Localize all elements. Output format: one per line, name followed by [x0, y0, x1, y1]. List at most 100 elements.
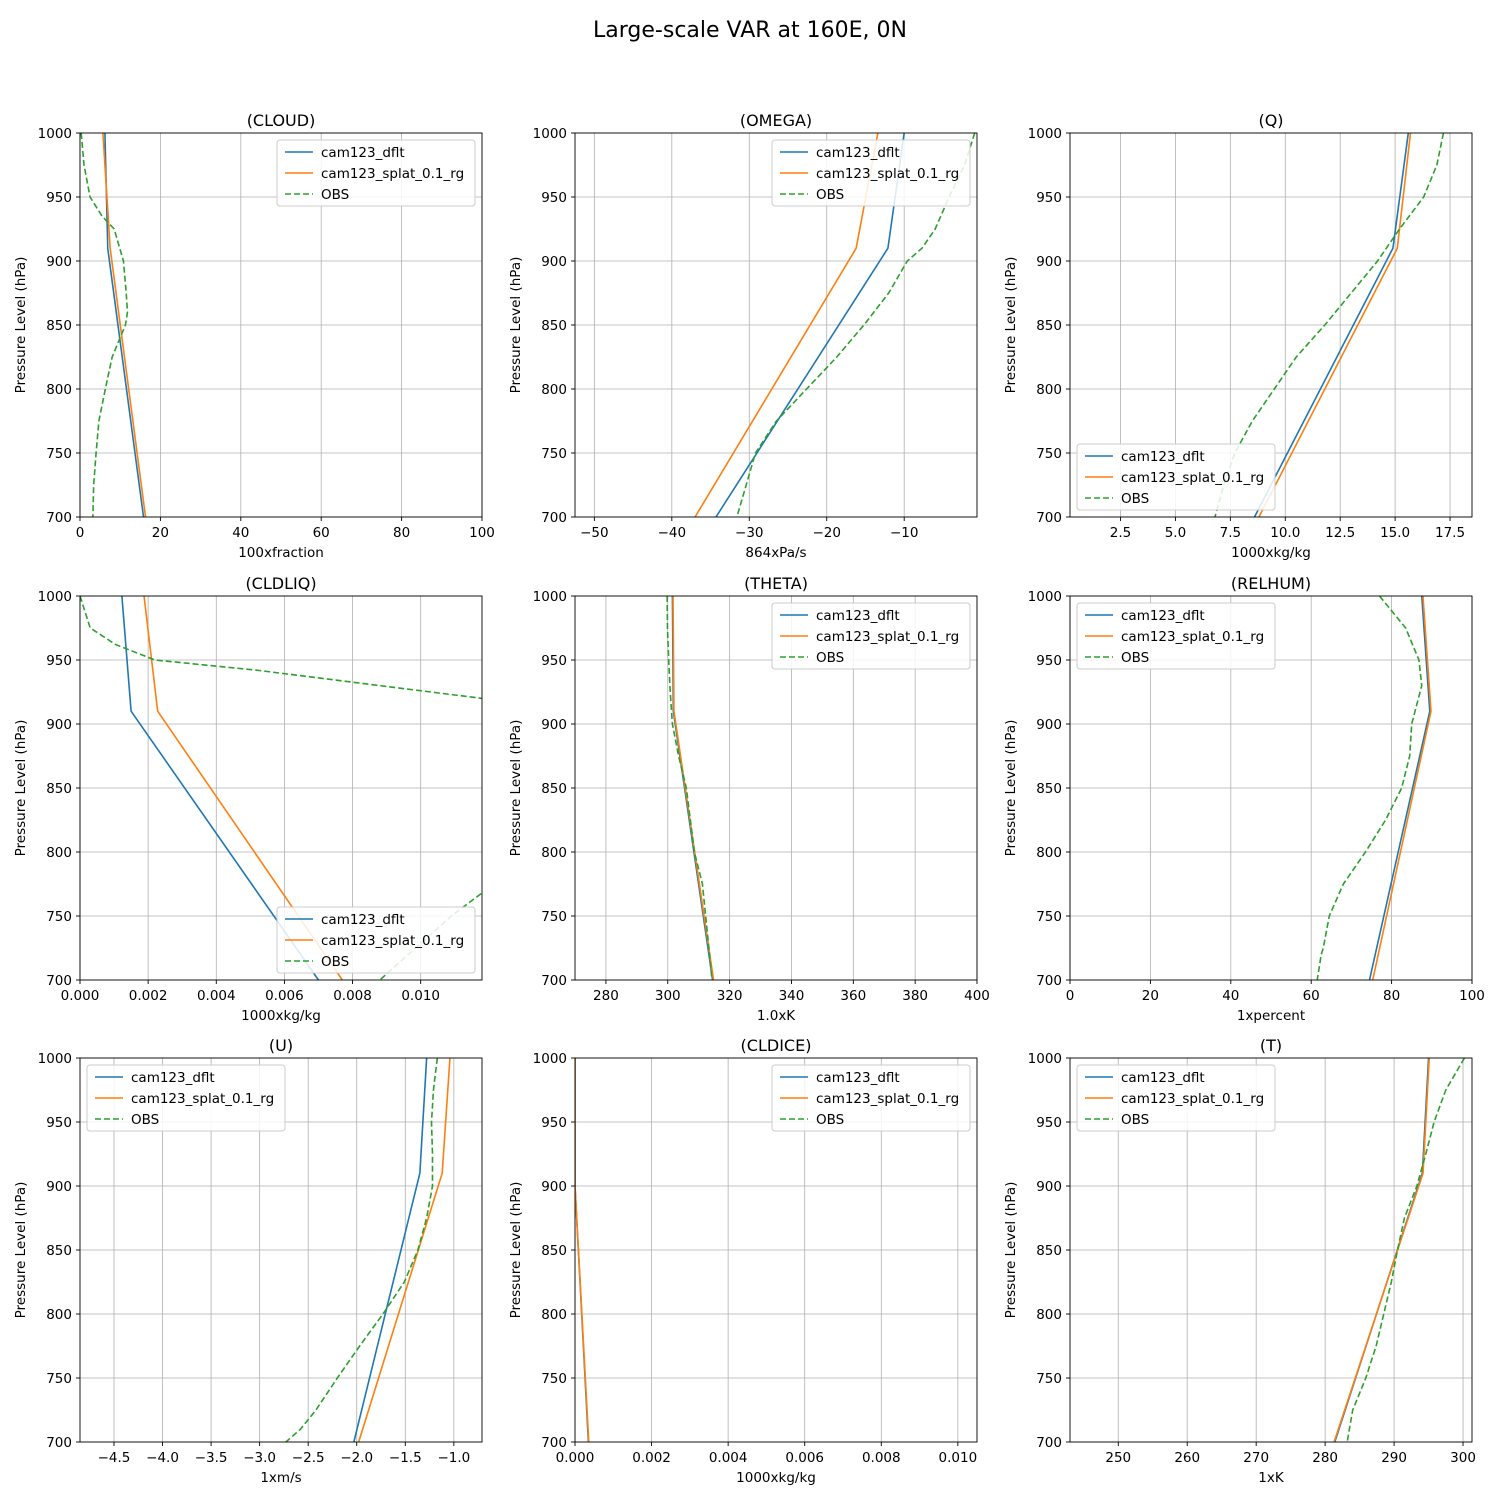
y-axis-label: Pressure Level (hPa): [1003, 720, 1019, 857]
y-tick-label: 750: [46, 1371, 72, 1387]
x-tick-label: 2.5: [1110, 525, 1131, 541]
panel-7: 0.000 0.002 0.004 0.006 0.008 0.010 700 750 800 8…: [508, 1036, 978, 1486]
series-group: [1214, 133, 1445, 517]
x-tick-label: 7.5: [1220, 525, 1241, 541]
y-tick-label: 950: [46, 190, 72, 206]
panel-title: (T): [1260, 1036, 1282, 1055]
series-line-2: [1316, 596, 1423, 980]
y-tick-label: 700: [541, 1435, 567, 1451]
x-tick-label: 380: [902, 988, 928, 1004]
x-tick-label: 0.004: [709, 1450, 748, 1466]
y-tick-label: 700: [541, 510, 567, 526]
series-group: [80, 596, 482, 980]
x-tick-label: −4.0: [146, 1450, 179, 1466]
panel-title: (RELHUM): [1231, 574, 1311, 593]
legend-label: OBS: [1121, 650, 1149, 666]
y-tick-label: 700: [1036, 510, 1062, 526]
legend-label: cam123_splat_0.1_rg: [1121, 1091, 1264, 1107]
panel-2: 2.5 5.0 7.5 10.0 12.5 15.0 17.5 700 750 800 850 900…: [1003, 111, 1473, 561]
series-line-2: [285, 1058, 439, 1442]
y-tick-label: 900: [541, 1179, 567, 1195]
y-tick-label: 950: [541, 190, 567, 206]
legend-label: cam123_splat_0.1_rg: [816, 1091, 959, 1107]
legend: cam123_dflt cam123_splat_0.1_rg OBS: [1076, 602, 1276, 670]
x-axis-label: 1xK: [1258, 1470, 1285, 1486]
x-axis-label: 1xm/s: [260, 1470, 301, 1486]
series-group: [666, 596, 715, 980]
y-axis-label: Pressure Level (hPa): [508, 1182, 524, 1319]
x-tick-label: −40: [658, 525, 687, 541]
series-line-1: [357, 1058, 451, 1442]
legend-label: cam123_splat_0.1_rg: [816, 629, 959, 645]
legend-box: [276, 139, 476, 207]
x-axis-label: 1xpercent: [1237, 1008, 1305, 1024]
x-tick-label: 340: [779, 988, 805, 1004]
x-axis-label: 1000xkg/kg: [241, 1008, 321, 1024]
series-line-1: [1258, 133, 1412, 517]
series-line-1: [1371, 596, 1432, 980]
x-tick-label: 0.006: [265, 988, 304, 1004]
y-tick-label: 900: [541, 717, 567, 733]
x-tick-label: 0.004: [197, 988, 236, 1004]
y-tick-label: 850: [541, 781, 567, 797]
legend-label: OBS: [816, 650, 844, 666]
y-axis-label: Pressure Level (hPa): [508, 720, 524, 857]
y-tick-label: 950: [1036, 1115, 1062, 1131]
x-tick-label: 12.5: [1325, 525, 1355, 541]
y-axis-label: Pressure Level (hPa): [13, 257, 29, 394]
panel-title: (U): [269, 1036, 293, 1055]
legend: cam123_dflt cam123_splat_0.1_rg OBS: [771, 139, 971, 207]
legend-label: cam123_splat_0.1_rg: [1121, 629, 1264, 645]
x-tick-label: 40: [232, 525, 249, 541]
y-axis-label: Pressure Level (hPa): [1003, 1182, 1019, 1319]
x-tick-label: 20: [152, 525, 169, 541]
y-tick-label: 900: [46, 1179, 72, 1195]
legend: cam123_dflt cam123_splat_0.1_rg OBS: [1076, 1064, 1276, 1132]
series-line-2: [80, 133, 129, 517]
x-tick-label: 40: [1222, 988, 1239, 1004]
series-line-0: [121, 596, 320, 980]
x-tick-label: 15.0: [1380, 525, 1410, 541]
x-tick-label: −50: [580, 525, 609, 541]
y-tick-label: 750: [541, 909, 567, 925]
series-line-0: [1253, 133, 1410, 517]
y-tick-label: 1000: [1028, 126, 1062, 142]
y-tick-label: 750: [46, 446, 72, 462]
x-tick-label: 300: [655, 988, 681, 1004]
y-tick-label: 950: [1036, 653, 1062, 669]
panel-5: 0 20 40 60 80 100 700 750 800 850 900 950 1000 1xperc…: [1003, 574, 1485, 1024]
x-tick-label: 80: [393, 525, 410, 541]
panel-4: 280 300 320 340 360 380 400 700 750 800 850 900 950 1…: [508, 574, 990, 1024]
legend-label: cam123_splat_0.1_rg: [1121, 470, 1264, 486]
legend-box: [276, 906, 476, 974]
panel-grid: 0 20 40 60 80 1007007508008509009501000100xfr…: [13, 111, 1485, 1486]
legend: cam123_dflt cam123_splat_0.1_rg OBS: [771, 602, 971, 670]
legend-box: [771, 139, 971, 207]
y-tick-label: 700: [46, 973, 72, 989]
series-line-1: [1333, 1058, 1431, 1442]
series-group: [285, 1058, 451, 1442]
legend-label: OBS: [1121, 1112, 1149, 1128]
y-tick-label: 1000: [533, 1051, 567, 1067]
y-tick-label: 900: [1036, 254, 1062, 270]
y-tick-label: 750: [1036, 1371, 1062, 1387]
panel-title: (CLDICE): [741, 1036, 812, 1055]
x-tick-label: 0.010: [401, 988, 440, 1004]
series-group: [575, 1058, 590, 1442]
y-tick-label: 800: [541, 382, 567, 398]
y-tick-label: 1000: [533, 589, 567, 605]
y-tick-label: 900: [1036, 1179, 1062, 1195]
x-tick-label: −3.5: [195, 1450, 228, 1466]
x-tick-label: 0.000: [556, 1450, 595, 1466]
series-line-2: [1214, 133, 1445, 517]
y-tick-label: 750: [46, 909, 72, 925]
legend-label: cam123_dflt: [1121, 608, 1205, 624]
legend: cam123_dflt cam123_splat_0.1_rg OBS: [276, 906, 476, 974]
x-tick-label: 400: [964, 988, 990, 1004]
x-tick-label: 10.0: [1270, 525, 1300, 541]
y-tick-label: 850: [1036, 1243, 1062, 1259]
x-tick-label: 0.008: [333, 988, 372, 1004]
y-tick-label: 800: [46, 382, 72, 398]
figure-suptitle: Large-scale VAR at 160E, 0N: [593, 18, 907, 43]
series-line-1: [672, 596, 715, 980]
